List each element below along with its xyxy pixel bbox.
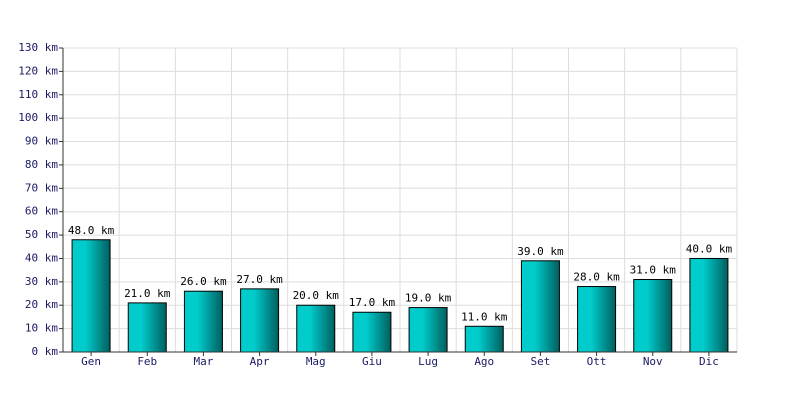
x-tick-label: Ago	[474, 355, 494, 368]
bar	[408, 307, 448, 353]
y-tick-label: 0 km	[32, 345, 59, 358]
bar	[183, 290, 223, 353]
y-tick-label: 70 km	[25, 181, 58, 194]
y-tick-label: 10 km	[25, 322, 58, 335]
y-tick-label: 90 km	[25, 135, 58, 148]
bar	[577, 286, 617, 353]
value-label: 40.0 km	[686, 242, 733, 255]
y-tick-label: 40 km	[25, 251, 58, 264]
value-label: 48.0 km	[68, 224, 115, 237]
bar	[689, 257, 729, 353]
y-tick-label: 120 km	[18, 64, 58, 77]
x-tick-label: Mag	[306, 355, 326, 368]
y-tick-label: 110 km	[18, 88, 58, 101]
x-tick-label: Mar	[193, 355, 213, 368]
y-tick-label: 80 km	[25, 158, 58, 171]
y-tick-label: 20 km	[25, 298, 58, 311]
value-label: 26.0 km	[180, 275, 227, 288]
x-tick-label: Apr	[250, 355, 270, 368]
y-tick-label: 100 km	[18, 111, 58, 124]
value-label: 27.0 km	[236, 273, 283, 286]
x-tick-label: Nov	[643, 355, 663, 368]
value-label: 39.0 km	[517, 245, 564, 258]
x-tick-label: Set	[530, 355, 550, 368]
value-label: 31.0 km	[630, 264, 677, 277]
y-tick-label: 130 km	[18, 41, 58, 54]
value-label: 20.0 km	[293, 289, 340, 302]
bar	[71, 239, 111, 353]
value-label: 17.0 km	[349, 296, 396, 309]
x-tick-label: Dic	[699, 355, 719, 368]
x-tick-label: Giu	[362, 355, 382, 368]
bar	[633, 279, 673, 353]
y-tick-label: 30 km	[25, 275, 58, 288]
bar	[240, 288, 280, 353]
bar	[520, 260, 560, 353]
x-tick-label: Ott	[587, 355, 607, 368]
bar	[464, 325, 504, 353]
y-tick-label: 50 km	[25, 228, 58, 241]
y-tick-label: 60 km	[25, 205, 58, 218]
bar	[352, 311, 392, 353]
value-label: 21.0 km	[124, 287, 171, 300]
value-label: 11.0 km	[461, 310, 508, 323]
value-label: 28.0 km	[573, 271, 620, 284]
bar	[127, 302, 167, 353]
x-tick-label: Gen	[81, 355, 101, 368]
bar	[296, 304, 336, 353]
x-tick-label: Lug	[418, 355, 438, 368]
x-tick-label: Feb	[137, 355, 157, 368]
value-label: 19.0 km	[405, 292, 452, 305]
